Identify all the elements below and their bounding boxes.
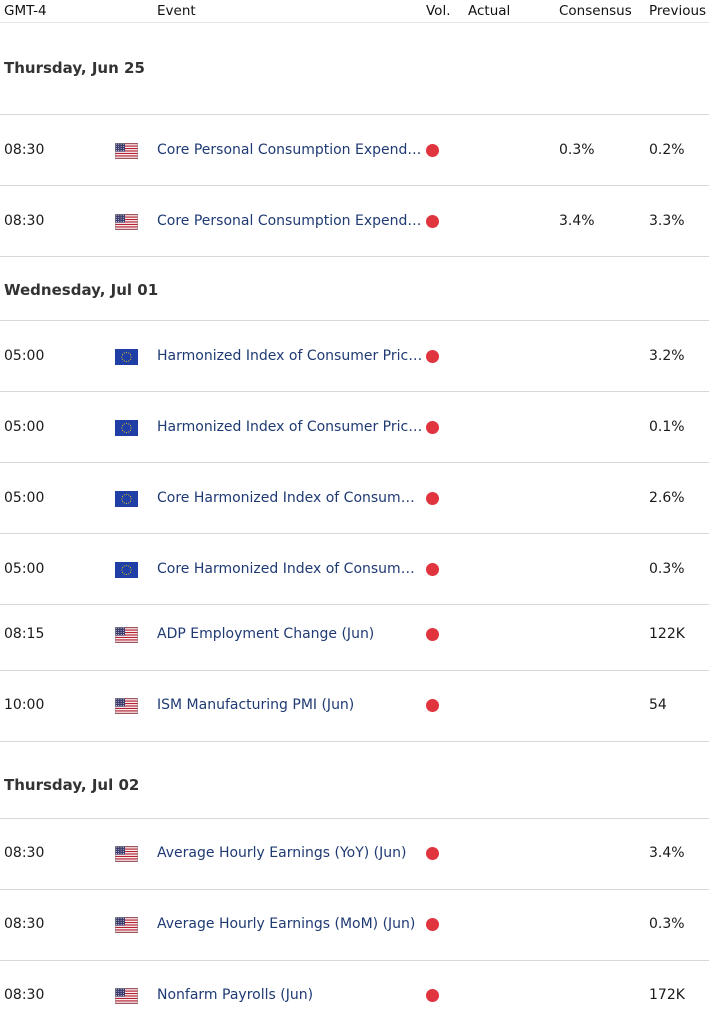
- event-time: 10:00: [4, 697, 45, 713]
- us-flag-icon: [115, 627, 138, 643]
- eu-flag-icon: [115, 562, 138, 578]
- consensus-value: 0.3%: [559, 142, 595, 158]
- event-row[interactable]: 08:15 ADP Employment Change (Jun) 122K: [0, 605, 709, 671]
- volatility-dot-icon: [426, 847, 439, 860]
- event-name-link[interactable]: ISM Manufacturing PMI (Jun): [157, 697, 355, 713]
- previous-value: 3.3%: [649, 213, 685, 229]
- event-row[interactable]: 08:30 Core Personal Consumption Expendit…: [0, 115, 709, 186]
- volatility-dot-icon: [426, 699, 439, 712]
- us-flag-icon: [115, 917, 138, 933]
- event-time: 05:00: [4, 348, 45, 364]
- event-row[interactable]: 08:30 Average Hourly Earnings (MoM) (Jun…: [0, 890, 709, 961]
- us-flag-icon: [115, 846, 138, 862]
- volatility-dot-icon: [426, 918, 439, 931]
- table-header: GMT-4 Event Vol. Actual Consensus Previo…: [0, 0, 709, 23]
- event-name-link[interactable]: Average Hourly Earnings (MoM) (Jun): [157, 916, 416, 932]
- eu-flag-icon: [115, 491, 138, 507]
- day-header: Wednesday, Jul 01: [0, 257, 709, 321]
- event-name-link[interactable]: Harmonized Index of Consumer Price…: [157, 419, 423, 435]
- event-time: 08:15: [4, 626, 45, 642]
- event-name-link[interactable]: Nonfarm Payrolls (Jun): [157, 987, 314, 1003]
- event-time: 05:00: [4, 490, 45, 506]
- volatility-dot-icon: [426, 989, 439, 1002]
- event-name-link[interactable]: Harmonized Index of Consumer Price…: [157, 348, 423, 364]
- previous-value: 0.1%: [649, 419, 685, 435]
- day-label: Thursday, Jun 25: [4, 59, 145, 77]
- event-row[interactable]: 05:00 Core Harmonized Index of Consumer……: [0, 534, 709, 605]
- previous-value: 0.3%: [649, 916, 685, 932]
- timezone-label[interactable]: GMT-4: [4, 3, 47, 19]
- consensus-column-header: Consensus: [559, 3, 632, 19]
- previous-column-header: Previous: [649, 3, 707, 19]
- previous-value: 3.4%: [649, 845, 685, 861]
- event-time: 08:30: [4, 987, 45, 1003]
- day-header: Thursday, Jul 02: [0, 742, 709, 819]
- volatility-dot-icon: [426, 350, 439, 363]
- previous-value: 2.6%: [649, 490, 685, 506]
- event-name-link[interactable]: Core Harmonized Index of Consumer…: [157, 561, 423, 577]
- eu-flag-icon: [115, 420, 138, 436]
- day-label: Wednesday, Jul 01: [4, 281, 159, 299]
- event-time: 05:00: [4, 419, 45, 435]
- event-time: 08:30: [4, 916, 45, 932]
- day-header: Thursday, Jun 25: [0, 23, 709, 115]
- event-row[interactable]: 08:30 Core Personal Consumption Expendit…: [0, 186, 709, 257]
- us-flag-icon: [115, 698, 138, 714]
- volatility-dot-icon: [426, 215, 439, 228]
- volatility-dot-icon: [426, 628, 439, 641]
- event-row[interactable]: 05:00 Harmonized Index of Consumer Price…: [0, 321, 709, 392]
- volatility-dot-icon: [426, 421, 439, 434]
- previous-value: 0.3%: [649, 561, 685, 577]
- previous-value: 54: [649, 697, 667, 713]
- event-row[interactable]: 05:00 Harmonized Index of Consumer Price…: [0, 392, 709, 463]
- event-name-link[interactable]: Core Personal Consumption Expendit…: [157, 213, 423, 229]
- volatility-dot-icon: [426, 144, 439, 157]
- volatility-dot-icon: [426, 563, 439, 576]
- event-name-link[interactable]: ADP Employment Change (Jun): [157, 626, 375, 642]
- event-row[interactable]: 08:30 Nonfarm Payrolls (Jun) 172K: [0, 961, 709, 1009]
- event-row[interactable]: 05:00 Core Harmonized Index of Consumer……: [0, 463, 709, 534]
- us-flag-icon: [115, 214, 138, 230]
- event-column-header: Event: [157, 3, 196, 19]
- event-time: 08:30: [4, 845, 45, 861]
- event-name-link[interactable]: Core Harmonized Index of Consumer…: [157, 490, 423, 506]
- event-row[interactable]: 10:00 ISM Manufacturing PMI (Jun) 54: [0, 671, 709, 742]
- event-time: 08:30: [4, 142, 45, 158]
- event-time: 05:00: [4, 561, 45, 577]
- previous-value: 122K: [649, 626, 685, 642]
- eu-flag-icon: [115, 349, 138, 365]
- previous-value: 0.2%: [649, 142, 685, 158]
- consensus-value: 3.4%: [559, 213, 595, 229]
- us-flag-icon: [115, 143, 138, 159]
- volatility-dot-icon: [426, 492, 439, 505]
- event-name-link[interactable]: Average Hourly Earnings (YoY) (Jun): [157, 845, 407, 861]
- event-time: 08:30: [4, 213, 45, 229]
- event-name-link[interactable]: Core Personal Consumption Expendit…: [157, 142, 423, 158]
- us-flag-icon: [115, 988, 138, 1004]
- previous-value: 172K: [649, 987, 685, 1003]
- previous-value: 3.2%: [649, 348, 685, 364]
- vol-column-header: Vol.: [426, 3, 451, 19]
- actual-column-header: Actual: [468, 3, 511, 19]
- day-label: Thursday, Jul 02: [4, 776, 140, 794]
- event-row[interactable]: 08:30 Average Hourly Earnings (YoY) (Jun…: [0, 819, 709, 890]
